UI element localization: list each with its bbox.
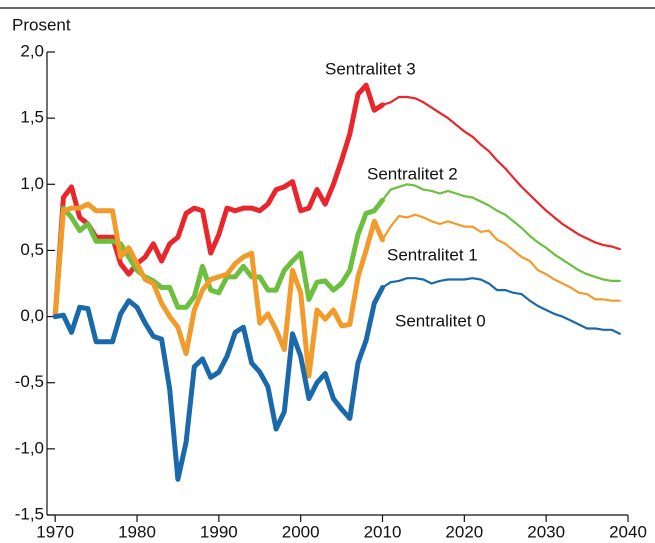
history-line <box>52 197 385 320</box>
projection-line <box>381 277 621 335</box>
projection-line <box>381 183 621 282</box>
history-line <box>52 285 385 482</box>
series-label: Sentralitet 2 <box>367 164 458 183</box>
y-tick-label: -1,0 <box>15 438 44 457</box>
y-tick-label: -0,5 <box>15 372 44 391</box>
y-tick-label: 0,5 <box>20 240 44 259</box>
x-tick-label: 1980 <box>118 522 156 541</box>
y-tick-label: 1,0 <box>20 174 44 193</box>
y-tick-label: 2,0 <box>20 41 44 60</box>
series-label: Sentralitet 3 <box>325 59 416 78</box>
series-label: Sentralitet 0 <box>395 311 486 330</box>
y-tick-label: 0,0 <box>20 306 44 325</box>
y-tick-label: 1,5 <box>20 108 44 127</box>
y-tick-label: -1,5 <box>15 504 44 523</box>
x-tick-label: 2010 <box>364 522 402 541</box>
x-tick-label: 2030 <box>527 522 565 541</box>
projection-line <box>381 213 621 302</box>
x-tick-label: 2000 <box>282 522 320 541</box>
x-tick-label: 1970 <box>36 522 74 541</box>
x-tick-label: 2040 <box>609 522 647 541</box>
history-line <box>52 201 385 379</box>
history-line <box>52 82 385 320</box>
x-tick-label: 1990 <box>200 522 238 541</box>
x-tick-label: 2020 <box>445 522 483 541</box>
projection-line <box>381 95 621 251</box>
y-axis-label: Prosent <box>12 15 71 34</box>
series-label: Sentralitet 1 <box>387 245 478 264</box>
